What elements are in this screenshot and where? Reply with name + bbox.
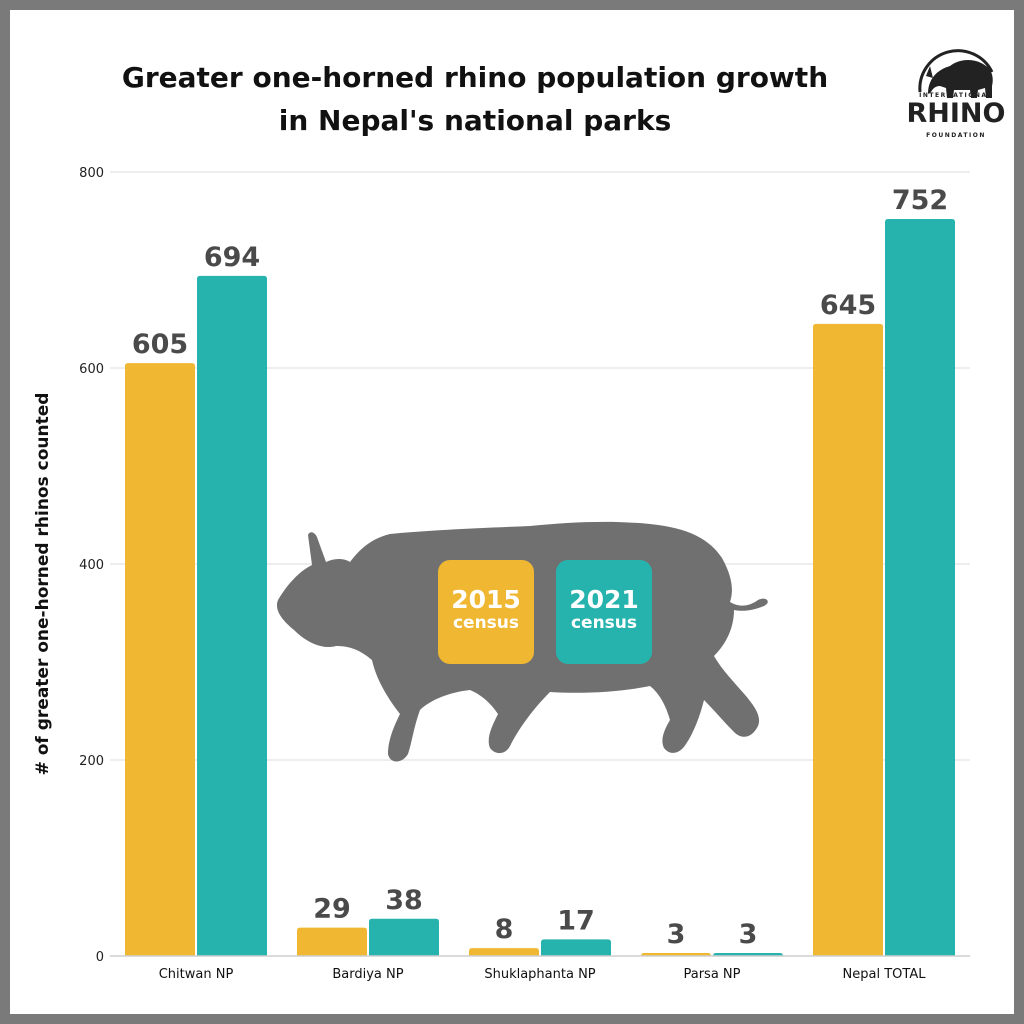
x-tick-label: Parsa NP	[683, 967, 740, 982]
legend-2021-sub: census	[570, 613, 638, 633]
x-tick-label: Shuklaphanta NP	[484, 967, 595, 982]
value-label: 8	[495, 914, 514, 945]
bar-bardiya-np-2015	[297, 927, 367, 956]
bar-chitwan-np-2015	[125, 363, 195, 957]
value-label: 694	[204, 242, 260, 273]
logo-rhino-text: RHINO	[906, 98, 1006, 129]
legend-2021-census: 2021 census	[556, 560, 652, 664]
value-label: 38	[385, 885, 423, 916]
y-axis-label: # of greater one-horned rhinos counted	[33, 393, 53, 776]
y-tick-label: 200	[79, 754, 104, 769]
x-tick-label: Chitwan NP	[159, 967, 234, 982]
logo-international-text: INTERNATIONAL	[919, 92, 993, 99]
value-label: 3	[667, 919, 686, 950]
x-tick-label: Nepal TOTAL	[843, 967, 927, 982]
bar-chitwan-np-2021	[197, 275, 267, 956]
legend-2015-sub: census	[452, 613, 520, 633]
legend-2015-year: 2015	[451, 585, 521, 614]
x-tick-label: Bardiya NP	[332, 967, 403, 982]
infographic-card: Greater one-horned rhino population grow…	[10, 10, 1014, 1014]
bar-bardiya-np-2021	[369, 918, 439, 956]
value-label: 17	[557, 905, 595, 936]
bar-chart: 605 694 29 38 8 17 3 3 645 752 0 200 400 600 800 # of …	[33, 166, 970, 982]
bar-nepal-total-2015	[813, 323, 883, 956]
legend-2015-census: 2015 census	[438, 560, 534, 664]
y-tick-label: 400	[79, 558, 104, 573]
title-line-2: in Nepal's national parks	[278, 104, 672, 137]
value-label: 645	[820, 290, 876, 321]
value-labels: 605 694 29 38 8 17 3 3 645 752	[132, 185, 948, 950]
rhino-foundation-logo: INTERNATIONAL RHINO FOUNDATION	[906, 36, 1006, 146]
chart-title: Greater one-horned rhino population grow…	[50, 56, 900, 142]
bar-shuklaphanta-np-2015	[469, 948, 539, 956]
y-tick-label: 0	[96, 950, 104, 965]
bar-shuklaphanta-np-2021	[541, 939, 611, 956]
logo-rhino-icon	[918, 49, 994, 98]
y-tick-label: 600	[79, 362, 104, 377]
legend-2021-year: 2021	[569, 585, 639, 614]
bar-nepal-total-2021	[885, 219, 955, 957]
title-line-1: Greater one-horned rhino population grow…	[121, 61, 829, 94]
y-tick-label: 800	[79, 166, 104, 181]
value-label: 29	[313, 894, 351, 925]
axes: 0 200 400 600 800 # of greater one-horned rhi…	[33, 166, 970, 982]
value-label: 752	[892, 185, 948, 216]
value-label: 605	[132, 329, 188, 360]
bars	[125, 219, 955, 957]
logo-foundation-text: FOUNDATION	[926, 132, 986, 139]
value-label: 3	[739, 919, 758, 950]
